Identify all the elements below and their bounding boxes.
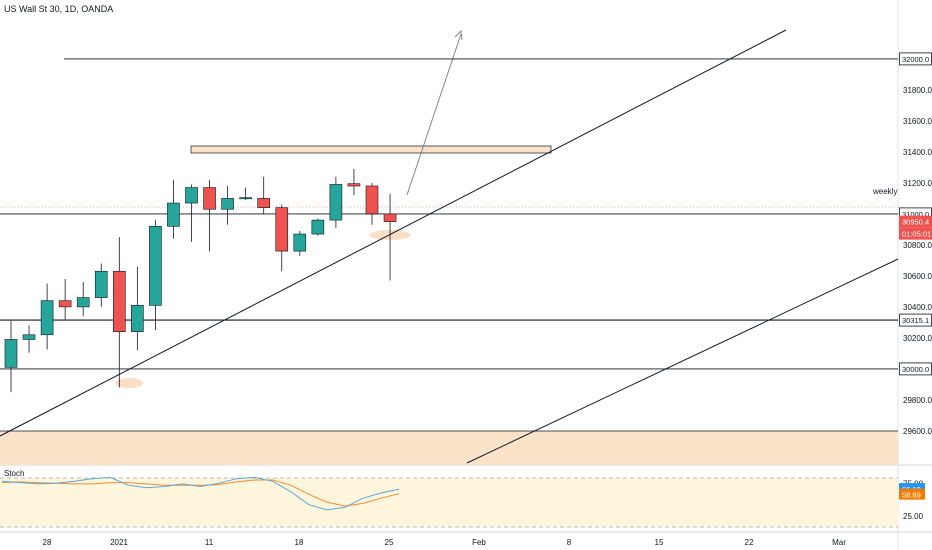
resistance-zone [190,145,552,154]
candle-body-up [239,197,252,200]
candle-body-up [185,187,198,204]
y-tick-label: 30200.0 [903,334,932,343]
candle-body-up [221,198,234,210]
level-price-tag: 30315.1 [902,316,929,325]
x-tick-label: 8 [567,538,572,547]
y-tick-label: 30400.0 [903,303,932,312]
projection-arrow-line [406,33,462,196]
weekly-label: weekly [872,187,897,196]
stoch-y-tick-label: 25.00 [903,512,924,521]
current-price-tag: 30950.4 [902,218,929,227]
countdown-tag: 01:05:01 [902,230,931,239]
level-price-tag: 32000.0 [902,55,929,64]
candle-body-up [131,305,144,333]
stoch-d-tag-bg [899,488,925,500]
candle-body-down [365,185,379,215]
y-tick-label: 29600.0 [903,427,932,436]
level-price-tag-bg [899,362,932,375]
current-price-tag-bg [899,215,932,228]
x-tick-label: 2021 [110,538,128,547]
candle-body-up [4,339,18,368]
candle-body-down [113,270,126,333]
x-tick-label: 18 [295,538,304,547]
demand-zone [0,431,898,465]
x-tick-label: Feb [472,538,486,547]
y-tick-label: 31800.0 [903,86,932,95]
wick-highlight-left [115,378,143,388]
candle-body-up [22,334,36,340]
y-tick-label: 30600.0 [903,272,932,281]
y-tick-label: 31200.0 [903,179,932,188]
y-tick-label: 31400.0 [903,148,932,157]
candle-body-down [347,183,361,187]
candle-body-up [40,300,54,336]
stoch-k-tag-bg [899,483,925,495]
candle-body-down [203,187,216,210]
candle-body-up [94,270,108,298]
x-tick-label: 25 [385,538,394,547]
candle-body-up [311,219,325,235]
stoch-band [0,478,898,527]
x-tick-label: 28 [43,538,52,547]
x-tick-label: 11 [205,538,214,547]
level-price-tag-bg [899,314,932,327]
candle-body-up [329,184,343,221]
candle-body-up [149,226,162,306]
stoch-d-line [1,479,400,507]
x-tick-label: 22 [745,538,754,547]
candle-body-down [257,198,271,208]
x-tick-label: 15 [655,538,664,547]
candle-body-up [293,233,307,252]
candle-body-down [58,300,72,308]
stoch-d-value: 58.89 [902,491,921,500]
channel-lower-trendline [466,258,899,464]
stoch-k-line [1,476,400,511]
level-price-tag: 30000.0 [902,365,929,374]
y-tick-label: 30800.0 [903,241,932,250]
y-tick-label: 29800.0 [903,396,932,405]
y-tick-label: 31600.0 [903,117,932,126]
projection-arrow-head [454,30,463,41]
x-tick-label: Mar [832,538,846,547]
level-price-tag-bg [899,52,932,65]
candle-body-up [167,202,180,227]
candle-body-down [275,207,289,252]
stoch-label: Stoch [4,469,24,478]
level-price-tag: 31000.0 [902,210,929,219]
countdown-tag-bg [899,227,932,240]
channel-upper-trendline [0,29,787,437]
candle-body-up [76,297,90,308]
chart-title: US Wall St 30, 1D, OANDA [4,4,113,14]
candle-body-down [383,213,397,222]
